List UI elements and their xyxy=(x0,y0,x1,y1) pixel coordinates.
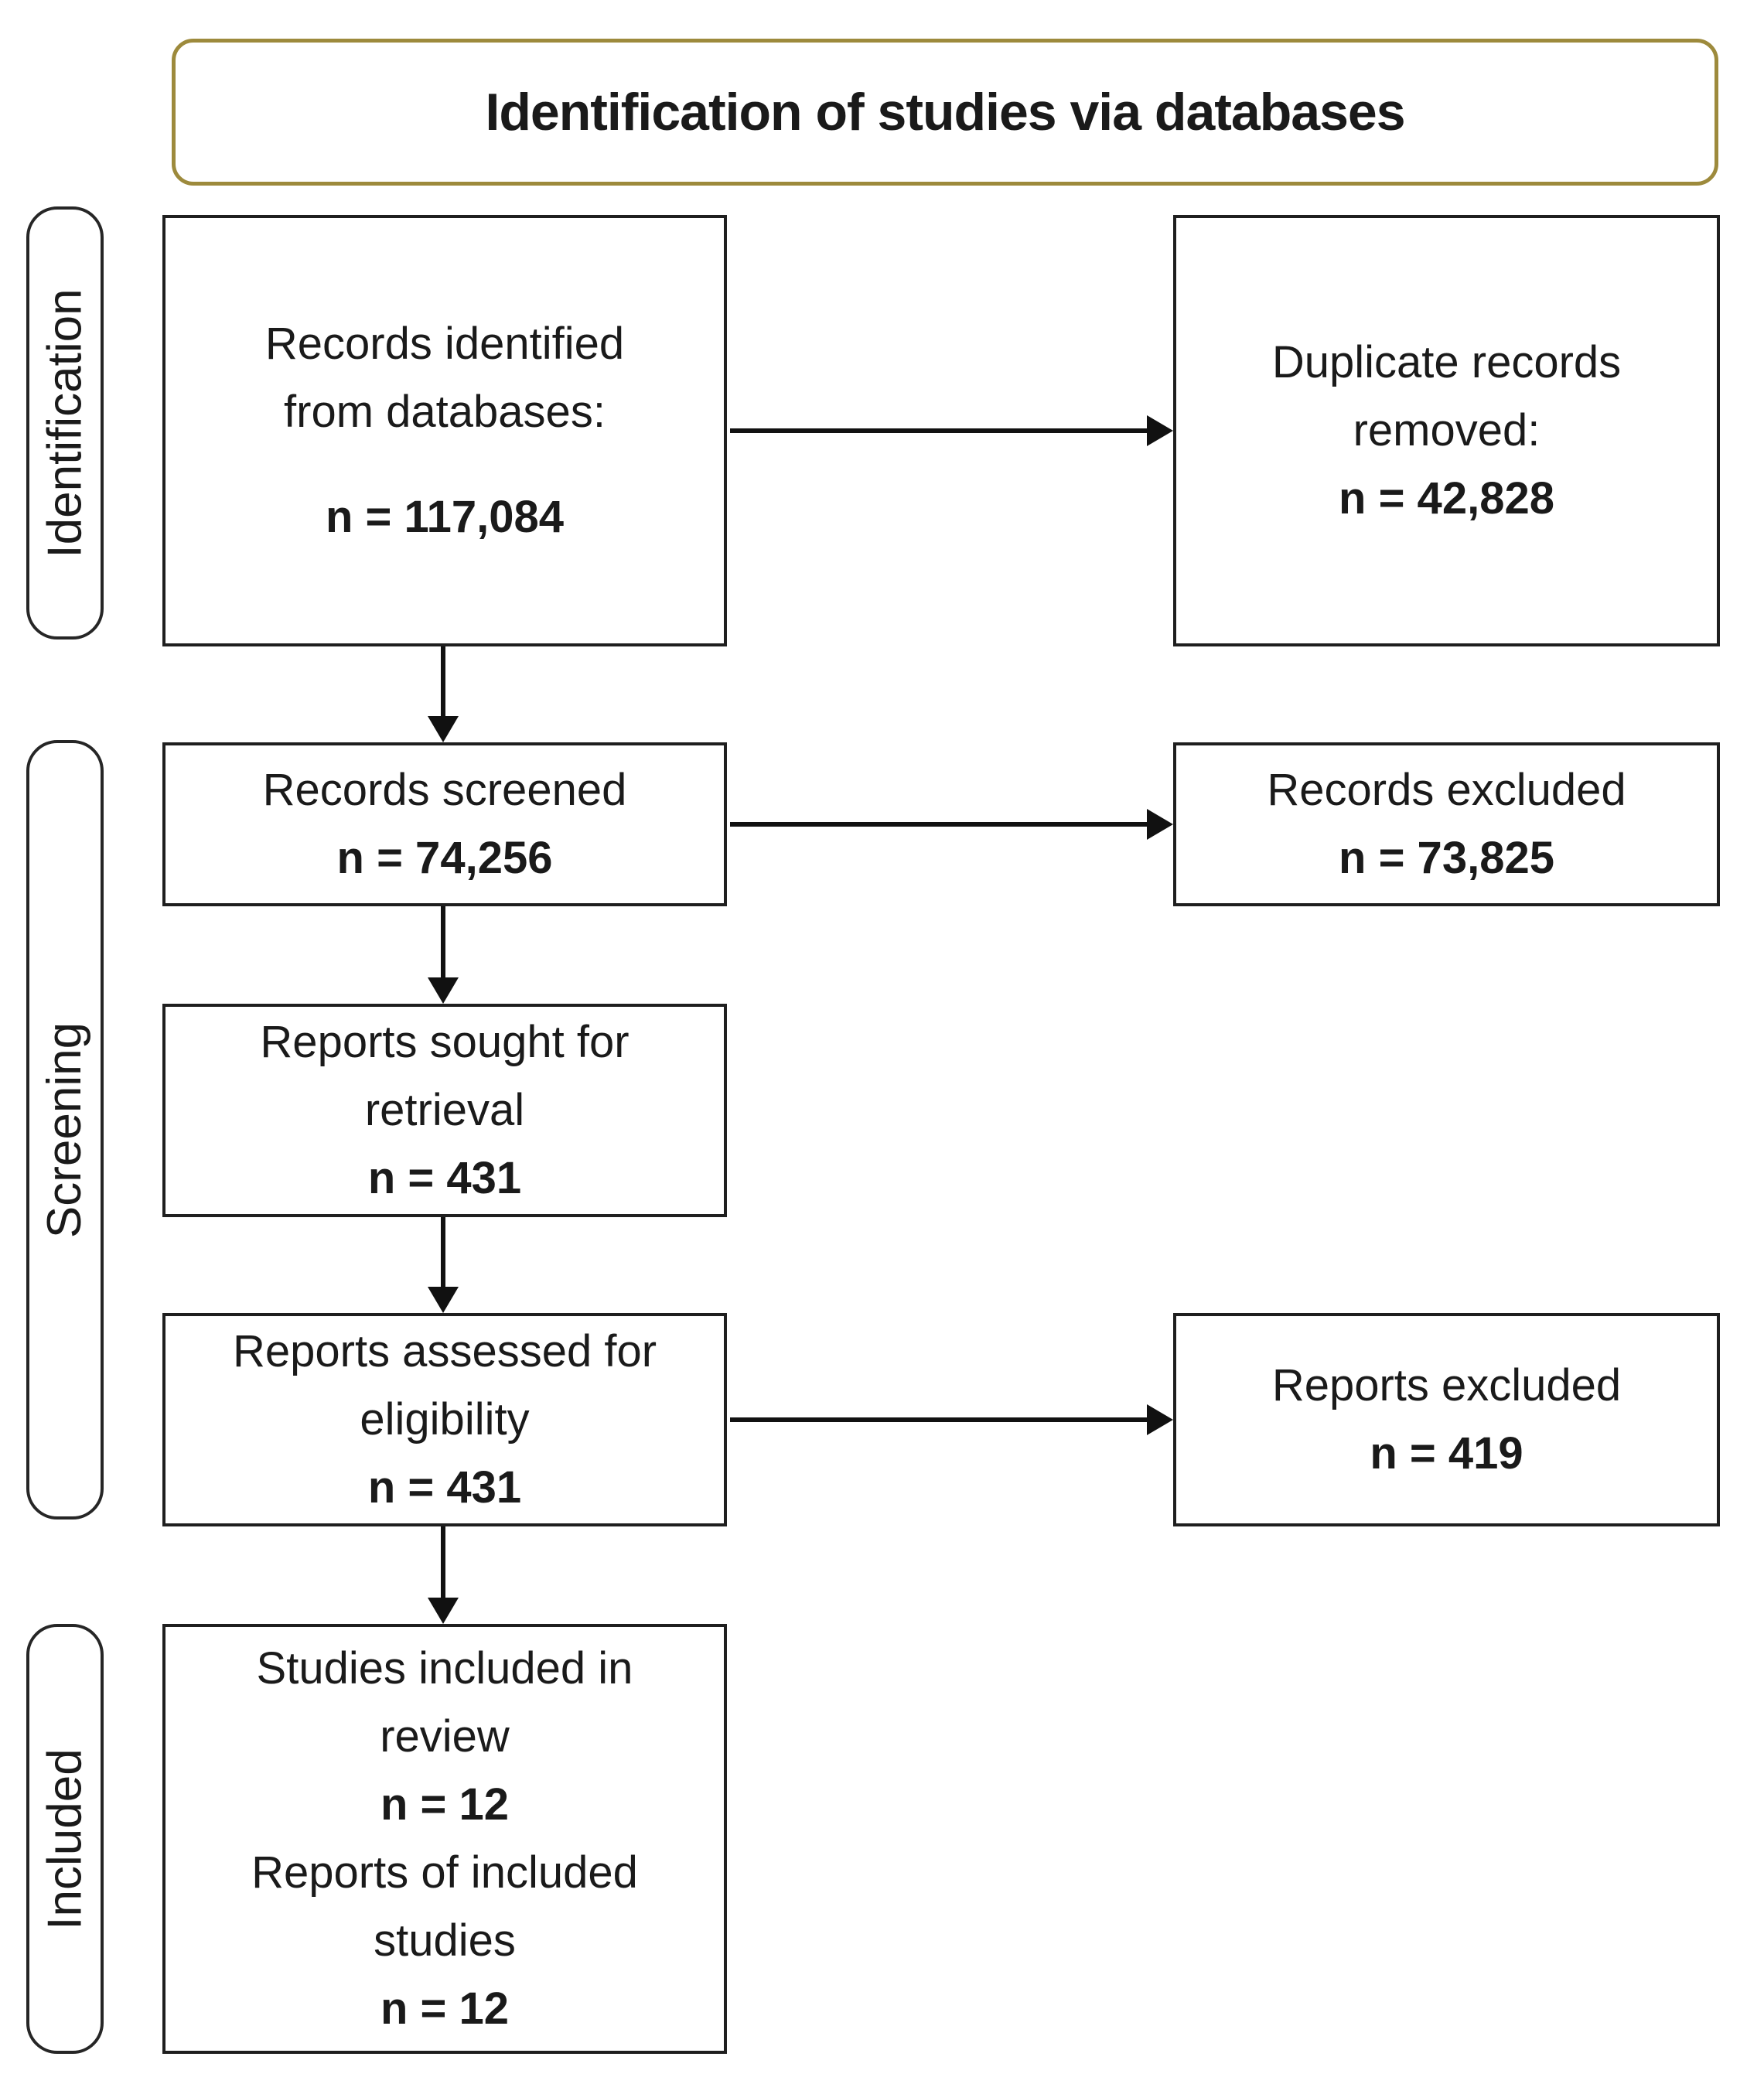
arrow-down-assessed-to-included xyxy=(428,1526,459,1624)
arrow-down-head-icon xyxy=(428,1598,459,1624)
reports-sought-line: retrieval xyxy=(364,1084,525,1135)
records-identified-line: Records identified xyxy=(264,318,625,369)
arrow-down-screened-to-sought xyxy=(428,906,459,1004)
studies-included-count: n = 12 xyxy=(380,1779,510,1830)
studies-included-line: Reports of included xyxy=(251,1847,638,1898)
arrow-right-identified-to-duplicates xyxy=(730,415,1173,446)
reports-excluded-count: n = 419 xyxy=(1370,1428,1523,1479)
records-excluded-count: n = 73,825 xyxy=(1339,833,1554,883)
reports-assessed-line: eligibility xyxy=(360,1393,530,1444)
arrow-line xyxy=(441,906,445,982)
duplicates-removed-line: removed: xyxy=(1353,404,1541,455)
arrow-line xyxy=(441,646,445,721)
stage-label-identification-text: Identification xyxy=(38,288,92,558)
arrow-line xyxy=(441,1526,445,1602)
reports-assessed-line: Reports assessed for xyxy=(232,1325,657,1376)
flow-box-records-identified: Records identified from databases: n = 1… xyxy=(162,215,727,646)
arrow-line xyxy=(730,1417,1152,1422)
records-screened-count: n = 74,256 xyxy=(336,833,553,883)
flow-box-reports-assessed: Reports assessed for eligibility n = 431 xyxy=(162,1313,727,1526)
studies-included-count: n = 12 xyxy=(380,1983,510,2035)
reports-excluded-line: Reports excluded xyxy=(1271,1359,1622,1410)
arrow-right-head-icon xyxy=(1147,1404,1173,1435)
flow-box-records-screened: Records screened n = 74,256 xyxy=(162,742,727,906)
flow-box-reports-sought: Reports sought for retrieval n = 431 xyxy=(162,1004,727,1217)
arrow-line xyxy=(730,822,1152,827)
reports-sought-line: Reports sought for xyxy=(260,1016,630,1067)
flow-box-studies-included: Studies included in review n = 12 Report… xyxy=(162,1624,727,2054)
arrow-down-head-icon xyxy=(428,716,459,742)
records-excluded-line: Records excluded xyxy=(1267,764,1626,815)
stage-label-included: Included xyxy=(26,1624,104,2054)
flow-box-reports-excluded: Reports excluded n = 419 xyxy=(1173,1313,1720,1526)
arrow-down-head-icon xyxy=(428,977,459,1004)
arrow-down-sought-to-assessed xyxy=(428,1217,459,1313)
studies-included-line: review xyxy=(380,1711,510,1762)
arrow-right-head-icon xyxy=(1147,415,1173,446)
arrow-line xyxy=(730,428,1152,433)
arrow-right-head-icon xyxy=(1147,809,1173,840)
stage-label-screening: Screening xyxy=(26,740,104,1520)
records-screened-line: Records screened xyxy=(262,764,627,815)
reports-assessed-count: n = 431 xyxy=(367,1462,522,1513)
arrow-right-screened-to-excluded xyxy=(730,809,1173,840)
diagram-title: Identification of studies via databases xyxy=(485,83,1405,142)
records-identified-count: n = 117,084 xyxy=(326,492,564,543)
title-box: Identification of studies via databases xyxy=(172,39,1718,186)
studies-included-line: Studies included in xyxy=(256,1642,633,1693)
arrow-right-assessed-to-excluded xyxy=(730,1404,1173,1435)
flow-box-duplicates-removed: Duplicate records removed: n = 42,828 xyxy=(1173,215,1720,646)
stage-label-included-text: Included xyxy=(38,1748,92,1930)
arrow-line xyxy=(441,1217,445,1291)
duplicates-removed-count: n = 42,828 xyxy=(1339,473,1554,524)
stage-label-identification: Identification xyxy=(26,206,104,640)
flow-box-records-excluded: Records excluded n = 73,825 xyxy=(1173,742,1720,906)
reports-sought-count: n = 431 xyxy=(367,1153,522,1204)
arrow-down-head-icon xyxy=(428,1287,459,1313)
stage-label-screening-text: Screening xyxy=(38,1022,92,1238)
arrow-down-identified-to-screened xyxy=(428,646,459,742)
studies-included-line: studies xyxy=(374,1915,516,1966)
duplicates-removed-line: Duplicate records xyxy=(1271,336,1622,387)
records-identified-line: from databases: xyxy=(284,386,606,437)
